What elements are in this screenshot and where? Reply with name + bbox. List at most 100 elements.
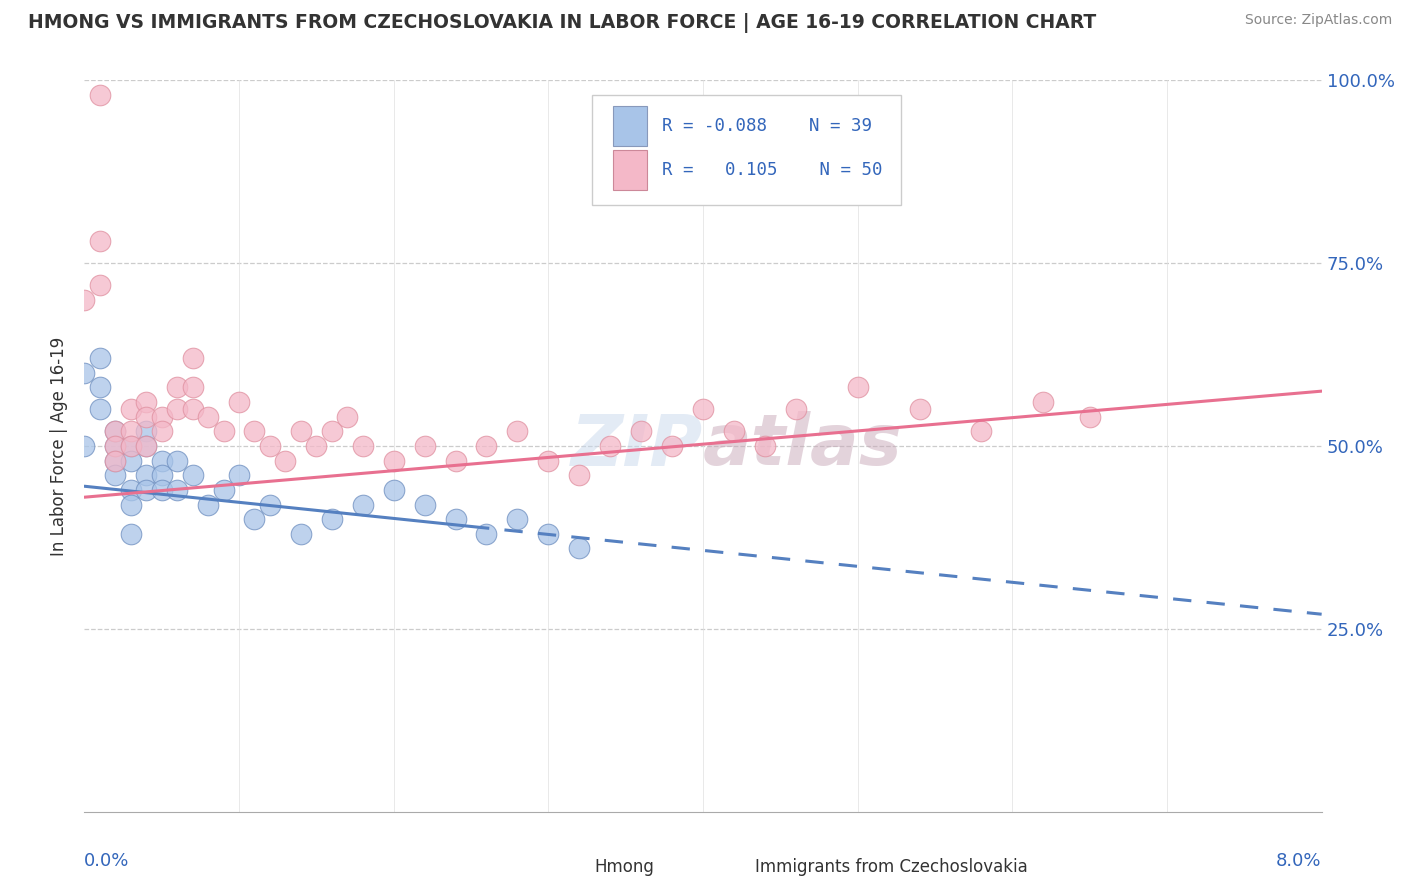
Point	[120, 526, 142, 541]
Point	[259, 498, 281, 512]
Point	[506, 425, 529, 439]
Point	[135, 439, 157, 453]
Point	[120, 439, 142, 453]
Point	[135, 483, 157, 497]
Point	[212, 425, 235, 439]
Point	[150, 409, 173, 424]
Point	[568, 468, 591, 483]
Point	[166, 483, 188, 497]
Point	[382, 453, 405, 467]
Point	[73, 439, 96, 453]
Point	[135, 468, 157, 483]
Point	[290, 526, 312, 541]
Point	[475, 439, 498, 453]
Point	[568, 541, 591, 556]
Point	[150, 425, 173, 439]
Point	[120, 439, 142, 453]
Text: ZIP: ZIP	[571, 411, 703, 481]
Point	[104, 425, 127, 439]
Point	[754, 439, 776, 453]
Bar	[554, 852, 585, 881]
Point	[382, 483, 405, 497]
Point	[413, 439, 436, 453]
Point	[212, 483, 235, 497]
Point	[135, 425, 157, 439]
Text: Hmong: Hmong	[595, 857, 654, 876]
FancyBboxPatch shape	[592, 95, 901, 204]
Point	[120, 425, 142, 439]
Point	[120, 498, 142, 512]
Point	[89, 380, 111, 394]
Point	[181, 468, 204, 483]
Point	[120, 402, 142, 417]
Text: HMONG VS IMMIGRANTS FROM CZECHOSLOVAKIA IN LABOR FORCE | AGE 16-19 CORRELATION C: HMONG VS IMMIGRANTS FROM CZECHOSLOVAKIA …	[28, 13, 1097, 33]
Point	[785, 402, 807, 417]
Point	[1078, 409, 1101, 424]
Point	[135, 409, 157, 424]
Point	[259, 439, 281, 453]
Point	[475, 526, 498, 541]
Bar	[613, 106, 647, 146]
Point	[150, 453, 173, 467]
Point	[970, 425, 993, 439]
Point	[243, 425, 266, 439]
Point	[274, 453, 297, 467]
Point	[413, 498, 436, 512]
Point	[89, 278, 111, 293]
Point	[120, 453, 142, 467]
Point	[537, 453, 560, 467]
Point	[104, 425, 127, 439]
Point	[908, 402, 931, 417]
Point	[150, 468, 173, 483]
Point	[321, 512, 343, 526]
Point	[73, 366, 96, 380]
Text: R = -0.088    N = 39: R = -0.088 N = 39	[662, 118, 872, 136]
Point	[444, 453, 467, 467]
Point	[321, 425, 343, 439]
Point	[104, 468, 127, 483]
Point	[104, 453, 127, 467]
Text: Source: ZipAtlas.com: Source: ZipAtlas.com	[1244, 13, 1392, 28]
Point	[89, 402, 111, 417]
Bar	[613, 150, 647, 190]
Point	[89, 234, 111, 248]
Point	[166, 453, 188, 467]
Point	[89, 87, 111, 102]
Point	[181, 351, 204, 366]
Text: R =   0.105    N = 50: R = 0.105 N = 50	[662, 161, 883, 179]
Point	[444, 512, 467, 526]
Point	[120, 483, 142, 497]
Point	[243, 512, 266, 526]
Point	[104, 453, 127, 467]
Point	[89, 351, 111, 366]
Point	[290, 425, 312, 439]
Bar	[716, 852, 747, 881]
Text: 0.0%: 0.0%	[84, 852, 129, 870]
Point	[104, 439, 127, 453]
Point	[352, 498, 374, 512]
Point	[352, 439, 374, 453]
Text: 8.0%: 8.0%	[1277, 852, 1322, 870]
Point	[228, 468, 250, 483]
Point	[846, 380, 869, 394]
Point	[661, 439, 683, 453]
Point	[1032, 395, 1054, 409]
Point	[630, 425, 652, 439]
Point	[181, 380, 204, 394]
Point	[692, 402, 714, 417]
Point	[197, 498, 219, 512]
Point	[599, 439, 621, 453]
Point	[135, 439, 157, 453]
Text: atlas: atlas	[703, 411, 903, 481]
Point	[104, 439, 127, 453]
Point	[228, 395, 250, 409]
Point	[197, 409, 219, 424]
Point	[150, 483, 173, 497]
Point	[506, 512, 529, 526]
Point	[135, 395, 157, 409]
Point	[336, 409, 359, 424]
Point	[181, 402, 204, 417]
Point	[166, 380, 188, 394]
Point	[723, 425, 745, 439]
Y-axis label: In Labor Force | Age 16-19: In Labor Force | Age 16-19	[51, 336, 69, 556]
